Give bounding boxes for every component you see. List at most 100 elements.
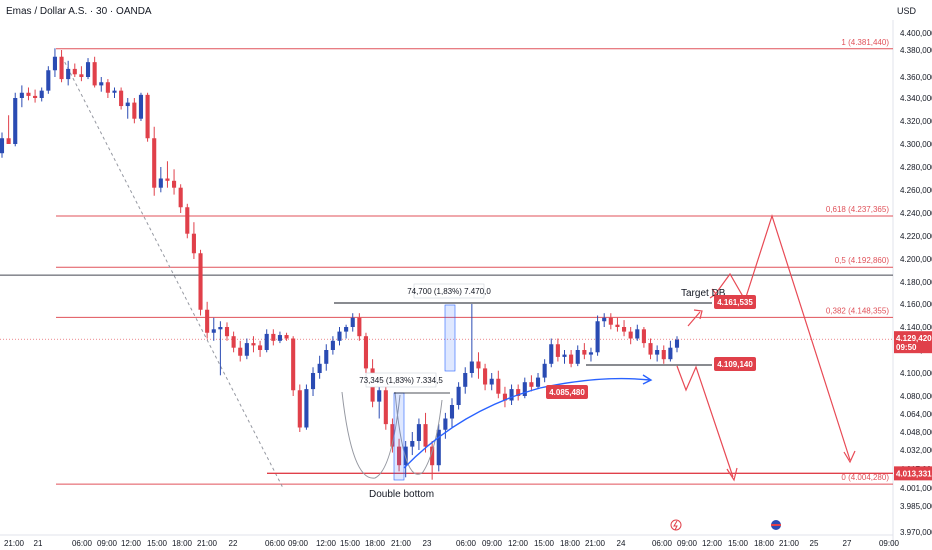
y-tick-label: 4.048,000	[900, 428, 932, 437]
x-tick-label: 21:00	[197, 539, 218, 548]
candle-body	[595, 321, 600, 353]
currency-label: USD	[896, 6, 916, 16]
y-tick-label: 4.380,000	[900, 46, 932, 55]
fib-level-label: 0,618 (4.237,365)	[826, 205, 889, 214]
candle-body	[284, 335, 289, 339]
candle-body	[92, 62, 97, 86]
y-tick-label: 4.001,000	[900, 484, 932, 493]
projection-zigzag	[713, 214, 851, 461]
projection-up-head	[709, 288, 717, 299]
target-price-badge: 4.161,535	[717, 298, 753, 307]
candle-body	[191, 233, 196, 254]
candle-body	[231, 336, 236, 348]
x-tick-label: 12:00	[508, 539, 529, 548]
candle-body	[555, 344, 560, 357]
candle-body	[271, 333, 276, 341]
candle-body	[443, 418, 448, 430]
candle-body	[132, 102, 137, 119]
x-tick-label: 09:00	[482, 539, 503, 548]
candle-body	[383, 390, 388, 425]
candle-body	[344, 327, 349, 332]
y-tick-label: 4.280,000	[900, 163, 932, 172]
candle-body	[185, 207, 190, 234]
x-tick-label: 09:00	[97, 539, 118, 548]
x-tick-label: 21:00	[585, 539, 606, 548]
candle-body	[258, 345, 263, 350]
candle-body	[430, 446, 435, 466]
candle-body	[52, 56, 57, 71]
candle-body	[648, 343, 653, 355]
candle-body	[449, 405, 455, 419]
candle-body	[569, 354, 574, 364]
y-tick-label: 4.032,000	[900, 446, 932, 455]
candle-body	[105, 82, 110, 93]
candle-body	[324, 350, 329, 364]
candle-body	[608, 317, 613, 325]
chart-title: Emas / Dollar A.S. · 30 · OANDA	[6, 6, 152, 17]
x-tick-label: 15:00	[534, 539, 555, 548]
fib-level-label: 0,5 (4.192,860)	[835, 256, 890, 265]
candle-body	[542, 363, 547, 378]
double-bottom-curve-right	[394, 391, 443, 475]
candle-body	[622, 327, 627, 332]
measure-label-box-2	[413, 283, 485, 299]
measure-box-2	[444, 304, 456, 372]
x-tick-label: 23	[423, 539, 432, 548]
measure-box-1	[393, 392, 405, 481]
candle-body	[291, 338, 296, 391]
x-tick-label: 27	[843, 539, 852, 548]
x-tick-label: 06:00	[265, 539, 286, 548]
measure-label-box-1	[365, 372, 437, 388]
candle-body	[72, 68, 77, 75]
candle-body	[205, 309, 210, 333]
y-tick-label: 4.360,000	[900, 73, 932, 82]
candle-body	[39, 90, 44, 98]
current-price-badge-bg	[894, 331, 932, 354]
candle-body	[502, 393, 507, 401]
y-tick-label: 4.100,000	[900, 369, 932, 378]
event-lightning-icon	[670, 519, 682, 531]
x-tick-label: 22	[229, 539, 238, 548]
candle-body	[436, 429, 441, 466]
current-price-countdown: 09:50	[896, 343, 917, 352]
candle-body	[377, 390, 382, 402]
double-bottom-label: Double bottom	[369, 489, 434, 500]
projection-down	[676, 365, 734, 478]
candle-body	[668, 347, 673, 360]
candle-body	[13, 98, 18, 144]
candle-body	[310, 373, 316, 390]
neck-price-badge-bg	[714, 357, 756, 371]
candle-body	[635, 329, 640, 339]
candle-body	[463, 373, 468, 387]
candle-body	[317, 363, 322, 373]
fib-level-label: 0,382 (4.148,355)	[826, 306, 889, 315]
candle-body	[165, 178, 170, 181]
x-tick-label: 06:00	[652, 539, 673, 548]
candle-body	[238, 347, 243, 356]
fib-level-label: 0 (4.004,280)	[841, 473, 889, 482]
candle-body	[397, 446, 402, 466]
candle-body	[489, 378, 494, 385]
candle-body	[562, 354, 567, 357]
current-price-badge: 4.129,420	[896, 334, 932, 343]
x-tick-label: 18:00	[754, 539, 775, 548]
target-db-label: Target DB	[681, 288, 726, 299]
candle-body	[416, 424, 421, 441]
y-tick-label: 3.985,000	[900, 502, 932, 511]
support-price-badge: 4.013,331	[896, 469, 932, 478]
support-price-badge-bg	[894, 466, 932, 481]
x-tick-label: 18:00	[172, 539, 193, 548]
measure-label-2: 73,345 (1,83%) 7.334,5	[359, 376, 443, 385]
x-tick-label: 15:00	[147, 539, 168, 548]
x-tick-label: 21:00	[391, 539, 412, 548]
candle-body	[456, 386, 461, 405]
candle-body	[297, 390, 302, 428]
y-tick-label: 4.080,000	[900, 392, 932, 401]
x-tick-label: 18:00	[365, 539, 386, 548]
candle-body	[674, 339, 680, 348]
x-tick-label: 24	[617, 539, 626, 548]
candle-body	[476, 361, 481, 369]
y-tick-label: 4.160,000	[900, 300, 932, 309]
candle-body	[661, 350, 666, 360]
